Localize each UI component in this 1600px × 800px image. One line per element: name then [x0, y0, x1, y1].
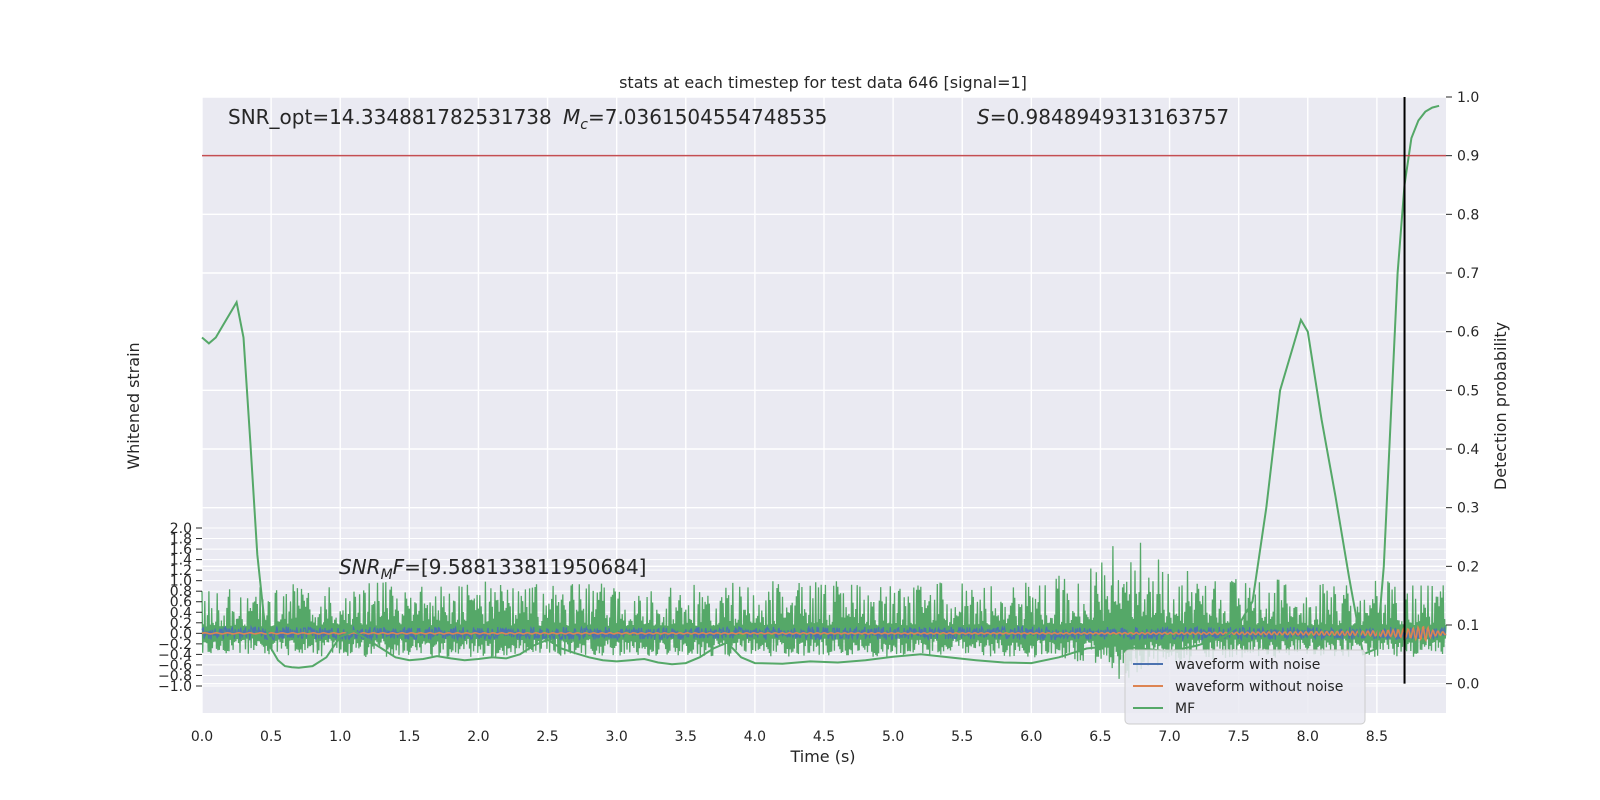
series-layer [201, 104, 1447, 679]
x-tick-label-7: 3.5 [675, 729, 697, 745]
right-tick-label-8: 0.2 [1457, 559, 1479, 575]
left-tick-label-3: 1.4 [170, 553, 192, 569]
legend-label-waveform-with-noise: waveform with noise [1175, 657, 1320, 673]
right-tick-label-6: 0.4 [1457, 442, 1479, 458]
chirp-mass-subscript: c [580, 117, 588, 133]
left-tick-label-10: 0.0 [170, 626, 192, 642]
x-tick-label-2: 1.0 [329, 729, 351, 745]
chirp-mass-annotation: Mc=7.0361504554748535 [563, 105, 827, 133]
s-value: =0.9848949313163757 [990, 105, 1229, 129]
right-tick-label-4: 0.6 [1457, 325, 1479, 341]
x-tick-label-16: 8.0 [1297, 729, 1319, 745]
chirp-mass-value: =7.0361504554748535 [588, 105, 827, 129]
left-tick-label-15: −1.0 [158, 679, 192, 695]
left-tick-label-0: 2.0 [170, 521, 192, 537]
series-mf [201, 542, 1447, 679]
snr-mf-value: =[9.588133811950684] [404, 555, 646, 579]
legend-label-waveform-without-noise: waveform without noise [1175, 679, 1343, 695]
x-tick-label-6: 3.0 [606, 729, 628, 745]
x-tick-label-15: 7.5 [1228, 729, 1250, 745]
series-detection-probability [201, 104, 1440, 669]
x-tick-label-13: 6.5 [1089, 729, 1111, 745]
left-tick-label-4: 1.2 [170, 563, 192, 579]
x-tick-label-14: 7.0 [1158, 729, 1180, 745]
series-waveform-with-noise [201, 624, 1447, 642]
left-tick-label-13: −0.6 [158, 658, 192, 674]
snr-mf-annotation: SNRMF=[9.588133811950684] [339, 555, 647, 583]
left-tick-label-1: 1.8 [170, 532, 192, 548]
left-tick-label-14: −0.8 [158, 668, 192, 684]
legend-label-mf: MF [1175, 701, 1195, 717]
x-tick-label-12: 6.0 [1020, 729, 1042, 745]
left-tick-label-6: 0.8 [170, 584, 192, 600]
x-tick-label-17: 8.5 [1366, 729, 1388, 745]
left-tick-label-12: −0.4 [158, 647, 192, 663]
x-tick-label-8: 4.0 [744, 729, 766, 745]
snr-opt-annotation: SNR_opt=14.334881782531738 [228, 105, 552, 129]
x-tick-label-9: 4.5 [813, 729, 835, 745]
snr-mf-subscript: M [381, 567, 393, 583]
snr-mf-symbol: SNR [339, 555, 381, 579]
x-tick-label-11: 5.5 [951, 729, 973, 745]
x-tick-label-1: 0.5 [260, 729, 282, 745]
right-tick-label-9: 0.1 [1457, 618, 1479, 634]
left-axis-label: Whitened strain [124, 342, 143, 469]
left-tick-label-11: −0.2 [158, 637, 192, 653]
legend-box [1124, 649, 1366, 725]
chirp-mass-symbol: M [563, 105, 580, 129]
left-tick-label-2: 1.6 [170, 542, 192, 558]
overlay-layer [202, 97, 1446, 684]
left-tick-label-5: 1.0 [170, 574, 192, 590]
x-tick-label-10: 5.0 [882, 729, 904, 745]
x-tick-label-4: 2.0 [467, 729, 489, 745]
right-tick-label-1: 0.9 [1457, 149, 1479, 165]
x-tick-label-3: 1.5 [398, 729, 420, 745]
x-tick-label-5: 2.5 [536, 729, 558, 745]
legend: waveform with noise waveform without noi… [1124, 649, 1366, 725]
right-tick-label-10: 0.0 [1457, 677, 1479, 693]
right-axis-ticks: 1.0 0.9 0.8 0.7 0.6 0.5 0.4 0.3 0.2 0.1 0.0 [1446, 90, 1479, 693]
series-waveform-without-noise [201, 624, 1447, 643]
right-tick-label-2: 0.8 [1457, 207, 1479, 223]
left-tick-label-9: 0.2 [170, 616, 192, 632]
x-tick-label-0: 0.0 [191, 729, 213, 745]
chart-title: stats at each timestep for test data 646… [619, 73, 1027, 92]
right-tick-label-3: 0.7 [1457, 266, 1479, 282]
snr-mf-suffix: F [393, 555, 405, 579]
s-symbol: S [977, 105, 990, 129]
left-tick-label-8: 0.4 [170, 605, 192, 621]
left-axis-ticks: 2.01.81.61.41.21.00.80.60.40.20.0−0.2−0.… [158, 521, 202, 695]
x-axis-ticks: 0.0 0.5 1.0 1.5 2.0 2.5 3.0 3.5 4.0 4.5 5.0 5.5 6.0 6… [191, 729, 1388, 745]
right-tick-label-7: 0.3 [1457, 501, 1479, 517]
right-tick-label-0: 1.0 [1457, 90, 1479, 106]
s-annotation: S=0.9848949313163757 [977, 105, 1229, 129]
x-axis-label: Time (s) [789, 747, 855, 766]
right-tick-label-5: 0.5 [1457, 383, 1479, 399]
right-axis-label: Detection probability [1491, 322, 1510, 490]
left-tick-label-7: 0.6 [170, 595, 192, 611]
